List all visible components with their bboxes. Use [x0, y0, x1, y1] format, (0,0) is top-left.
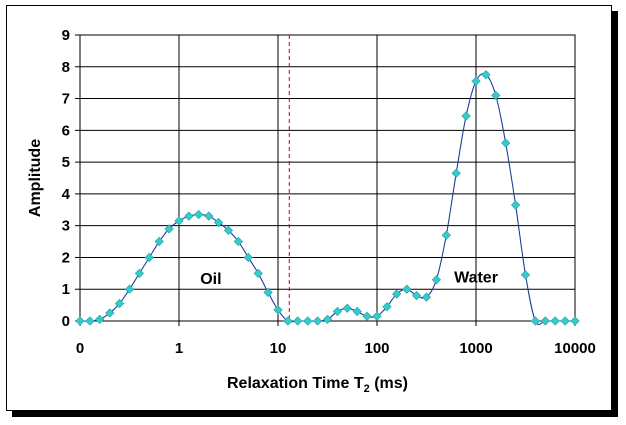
data-point: [510, 200, 521, 210]
data-point: [372, 311, 382, 321]
annotation-label: Water: [454, 270, 498, 287]
data-point: [570, 316, 580, 326]
data-point: [362, 311, 372, 321]
x-axis-title-subscript: 2: [364, 383, 370, 395]
data-point: [253, 268, 263, 278]
data-point: [560, 316, 570, 326]
data-point: [451, 168, 461, 178]
data-point: [174, 216, 184, 226]
data-point: [75, 316, 85, 326]
grid-lines: [75, 34, 576, 326]
data-point: [85, 316, 95, 326]
x-axis-title-suffix: (ms): [370, 375, 408, 392]
annotation-label: Oil: [200, 271, 221, 288]
data-point: [491, 90, 501, 101]
x-tick-label: 1000: [459, 340, 492, 357]
data-point: [322, 314, 333, 325]
data-point: [233, 236, 244, 247]
data-point: [550, 316, 560, 326]
plot-area: [79, 34, 576, 322]
y-tick-label: 2: [62, 249, 70, 266]
x-tick-label: 0: [76, 340, 84, 357]
data-point: [441, 230, 451, 240]
data-point: [243, 252, 253, 263]
data-point: [105, 308, 115, 318]
data-point: [293, 316, 303, 326]
data-point: [352, 306, 362, 317]
x-axis-title-main: Relaxation Time T: [227, 375, 364, 392]
x-tick-label: 1: [175, 340, 183, 357]
data-point: [342, 303, 352, 313]
y-tick-label: 5: [62, 154, 70, 171]
data-point: [144, 252, 154, 263]
data-point: [312, 316, 323, 326]
data-point: [95, 314, 105, 325]
data-point: [283, 316, 293, 326]
data-point: [520, 270, 531, 280]
y-axis-title: Amplitude: [27, 139, 44, 217]
data-point: [194, 209, 204, 220]
data-point: [382, 302, 392, 312]
y-tick-label: 8: [62, 59, 70, 76]
x-tick-labels: 0 1 10 100 1000 10000: [76, 340, 596, 357]
data-point: [134, 268, 145, 278]
data-point: [540, 316, 550, 326]
data-point: [501, 138, 511, 148]
data-point: [411, 290, 422, 301]
x-tick-label: 100: [364, 340, 389, 357]
data-point: [332, 306, 343, 317]
y-tick-label: 6: [62, 122, 70, 139]
data-point: [164, 224, 174, 234]
y-tick-label: 3: [62, 218, 70, 235]
data-point: [392, 289, 402, 299]
data-point: [154, 236, 164, 247]
x-axis-title: Relaxation Time T2 (ms): [227, 375, 408, 395]
data-point: [471, 76, 481, 86]
y-tick-label: 1: [62, 281, 70, 298]
data-point: [124, 284, 135, 294]
data-point: [213, 217, 224, 228]
data-point: [303, 316, 313, 326]
y-tick-labels: 0 1 2 3 4 5 6 7 8 9: [62, 27, 71, 330]
data-point: [461, 111, 471, 121]
data-point: [273, 305, 283, 315]
data-point: [402, 284, 412, 294]
y-tick-label: 9: [62, 27, 70, 44]
data-point: [204, 211, 214, 221]
data-point: [431, 275, 442, 285]
annotations: Oil Water: [200, 270, 498, 289]
x-tick-label: 10000: [554, 340, 596, 357]
series-line: [79, 73, 575, 325]
y-tick-label: 0: [62, 313, 70, 330]
data-point: [263, 287, 273, 298]
x-tick-label: 10: [270, 340, 287, 357]
data-point: [421, 292, 432, 302]
data-point: [481, 70, 491, 80]
data-point: [530, 316, 541, 326]
data-point: [114, 298, 125, 309]
data-point: [223, 225, 234, 236]
series-group: [75, 70, 580, 326]
y-tick-label: 4: [62, 186, 71, 203]
y-tick-label: 7: [62, 91, 70, 108]
data-point: [184, 211, 194, 221]
chart-frame: [6, 5, 612, 411]
